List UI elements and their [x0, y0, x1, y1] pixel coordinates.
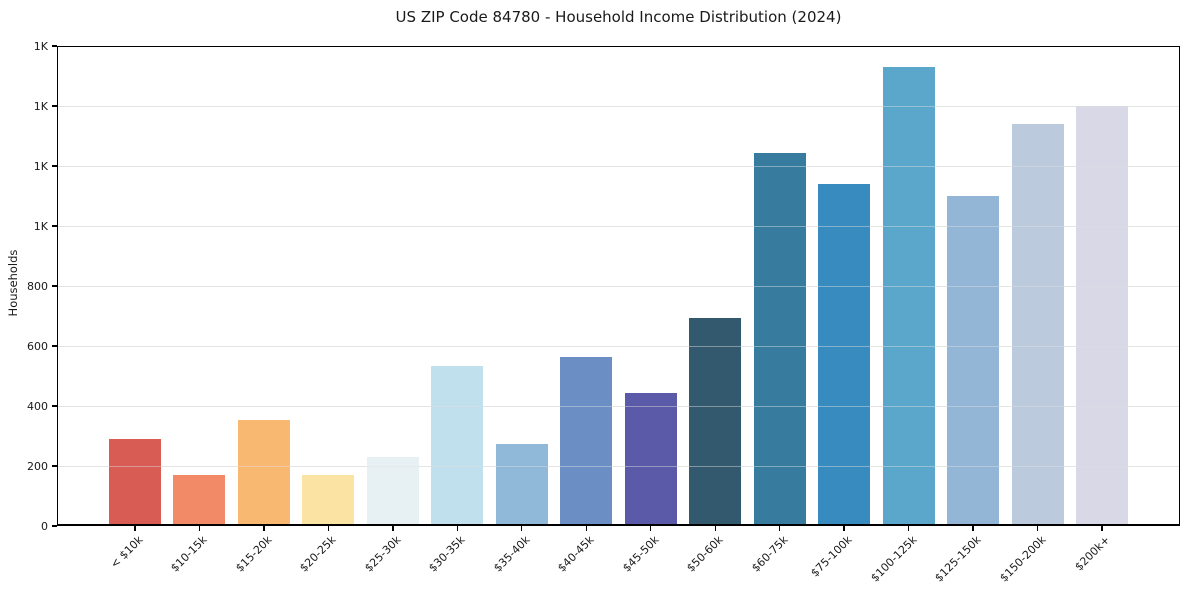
- x-tick-mark: [650, 526, 652, 531]
- y-tick-mark: [52, 465, 57, 467]
- x-tick-mark: [198, 526, 201, 531]
- gridline: [58, 466, 1179, 467]
- y-tick-mark: [52, 525, 57, 527]
- bar-$50-60k: [689, 317, 742, 524]
- bar-$30-35k: [431, 365, 484, 524]
- plot-border-top: [57, 46, 1180, 47]
- bar-$60-75k: [753, 152, 806, 524]
- y-tick-label: 800: [27, 279, 48, 293]
- x-tick-mark: [843, 526, 845, 531]
- bar-$200k+: [1076, 106, 1128, 524]
- chart-title: US ZIP Code 84780 - Household Income Dis…: [395, 8, 842, 26]
- x-tick-mark: [263, 526, 265, 531]
- bar-$45-50k: [624, 392, 677, 524]
- bar-$10-15k: [173, 475, 226, 524]
- gridline: [58, 166, 1179, 167]
- gridline: [58, 106, 1179, 107]
- gridline: [58, 406, 1179, 407]
- gridline-overlay: [58, 466, 1179, 467]
- y-tick-mark: [52, 165, 57, 167]
- gridline-overlay: [58, 226, 1179, 227]
- bar-$35-40k: [495, 443, 548, 524]
- x-tick-mark: [585, 526, 587, 531]
- y-tick-mark: [52, 45, 57, 47]
- x-tick-mark: [907, 526, 910, 531]
- y-tick-label: 1K: [33, 219, 48, 233]
- x-axis-line: [57, 524, 1180, 526]
- bar-$15-20k: [237, 419, 290, 524]
- x-tick-mark: [714, 526, 716, 531]
- x-tick-mark: [1101, 526, 1103, 531]
- x-tick-mark: [778, 526, 781, 531]
- plot-area: [57, 46, 1180, 526]
- x-tick-mark: [456, 526, 459, 531]
- bar-$25-30k: [366, 457, 419, 524]
- bar-< $10k: [109, 439, 161, 524]
- y-tick-label: 1K: [33, 39, 48, 53]
- gridline: [58, 346, 1179, 347]
- gridline-overlay: [58, 346, 1179, 347]
- y-tick-label: 1K: [33, 159, 48, 173]
- gridline-overlay: [58, 406, 1179, 407]
- gridline: [58, 286, 1179, 287]
- bar-$100-125k: [882, 67, 935, 524]
- y-tick-mark: [52, 285, 57, 287]
- y-axis-line: [57, 46, 59, 526]
- y-tick-mark: [52, 345, 57, 347]
- y-tick-mark: [52, 225, 57, 227]
- y-tick-mark: [52, 105, 57, 107]
- gridline-overlay: [58, 106, 1179, 107]
- y-tick-label: 1K: [33, 99, 48, 113]
- x-tick-mark: [327, 526, 330, 531]
- x-tick-mark: [972, 526, 974, 531]
- x-tick-mark: [134, 526, 136, 531]
- plot-border-right: [1179, 46, 1180, 526]
- x-tick-mark: [1036, 526, 1039, 531]
- bar-$150-200k: [1011, 124, 1064, 524]
- y-tick-label: 600: [27, 339, 48, 353]
- y-tick-label: 0: [41, 519, 48, 533]
- gridline-overlay: [58, 286, 1179, 287]
- gridline-overlay: [58, 166, 1179, 167]
- bar-$125-150k: [947, 196, 1000, 524]
- y-tick-mark: [52, 405, 57, 407]
- y-tick-label: 400: [27, 399, 48, 413]
- y-tick-label: 200: [27, 459, 48, 473]
- bar-$75-100k: [818, 184, 871, 524]
- gridline: [58, 226, 1179, 227]
- x-tick-mark: [521, 526, 523, 531]
- x-tick-mark: [392, 526, 394, 531]
- bar-$20-25k: [302, 475, 355, 524]
- bar-$40-45k: [560, 356, 613, 524]
- x-tick-label: < $10k: [107, 533, 146, 571]
